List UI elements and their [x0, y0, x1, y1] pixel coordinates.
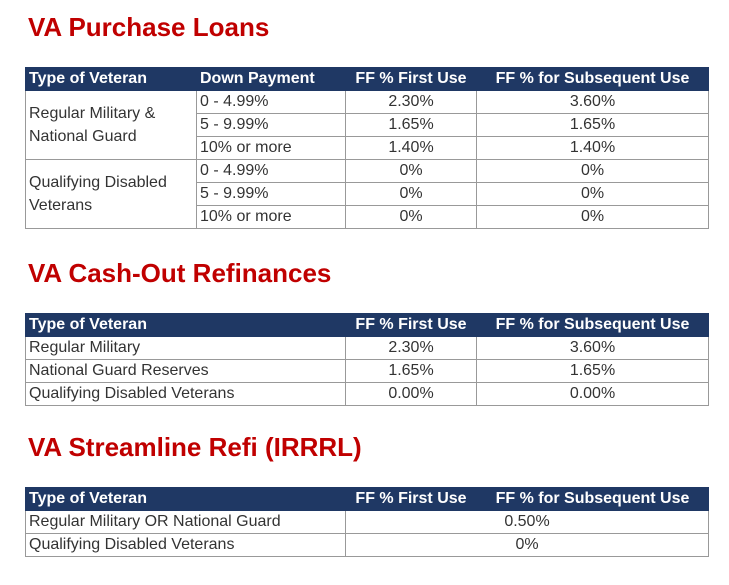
fee-cell: 3.60%	[476, 336, 709, 360]
down-payment-cell: 0 - 4.99%	[196, 90, 346, 114]
veteran-type-cell: Regular Military	[25, 336, 346, 360]
header-row: Type of Veteran FF % First Use FF % for Su…	[25, 487, 709, 511]
header-cell: Type of Veteran	[25, 67, 197, 91]
header-row: Type of Veteran Down Payment FF % First Us…	[25, 67, 709, 91]
fee-cell: 0.00%	[476, 382, 709, 406]
veteran-type-cell: National Guard Reserves	[25, 359, 346, 383]
fee-cell: 0.00%	[345, 382, 477, 406]
header-cell: FF % First Use	[345, 313, 477, 337]
down-payment-cell: 10% or more	[196, 136, 346, 160]
header-cell: Type of Veteran	[25, 487, 346, 511]
fee-cell: 1.65%	[476, 113, 709, 137]
fee-cell: 1.65%	[476, 359, 709, 383]
fee-table: Type of Veteran Down Payment FF % First Us…	[25, 67, 709, 229]
fee-cell: 1.65%	[345, 113, 477, 137]
section-title: VA Purchase Loans	[28, 12, 270, 42]
table-row: Qualifying Disabled Veterans 0 - 4.99% 0% 0…	[25, 159, 709, 229]
section-title: VA Streamline Refi (IRRRL)	[28, 432, 362, 462]
header-cell: FF % for Subsequent Use	[476, 487, 709, 511]
fee-cell: 0%	[345, 205, 477, 229]
table-row: Regular Military & National Guard 0 - 4.9…	[25, 90, 709, 160]
table-row: Regular Military OR National Guard 0.50%	[25, 510, 709, 534]
table-row: Qualifying Disabled Veterans 0%	[25, 533, 709, 557]
fee-cell: 0%	[476, 182, 709, 206]
veteran-type-cell: Regular Military OR National Guard	[25, 510, 346, 534]
section-title: VA Cash-Out Refinances	[28, 258, 332, 288]
fee-cell: 1.40%	[476, 136, 709, 160]
veteran-type-cell: Qualifying Disabled Veterans	[25, 159, 197, 229]
header-cell: Type of Veteran	[25, 313, 346, 337]
fee-cell: 0%	[476, 159, 709, 183]
down-payment-cell: 5 - 9.99%	[196, 113, 346, 137]
table-row: Regular Military 2.30% 3.60%	[25, 336, 709, 360]
fee-table: Type of Veteran FF % First Use FF % for Su…	[25, 487, 709, 557]
fee-cell: 0%	[476, 205, 709, 229]
fee-table: Type of Veteran FF % First Use FF % for Su…	[25, 313, 709, 406]
header-cell: FF % First Use	[345, 67, 477, 91]
veteran-type-cell: Qualifying Disabled Veterans	[25, 382, 346, 406]
down-payment-cell: 0 - 4.99%	[196, 159, 346, 183]
header-cell: Down Payment	[196, 67, 346, 91]
header-row: Type of Veteran FF % First Use FF % for Su…	[25, 313, 709, 337]
table-row: Qualifying Disabled Veterans 0.00% 0.00%	[25, 382, 709, 406]
veteran-type-cell: Qualifying Disabled Veterans	[25, 533, 346, 557]
veteran-type-cell: Regular Military & National Guard	[25, 90, 197, 160]
header-cell: FF % for Subsequent Use	[476, 313, 709, 337]
down-payment-cell: 5 - 9.99%	[196, 182, 346, 206]
down-payment-cell: 10% or more	[196, 205, 346, 229]
table-row: 10% or more 0% 0%	[26, 205, 709, 229]
fee-cell: 0%	[345, 159, 477, 183]
fee-cell: 1.65%	[345, 359, 477, 383]
table-row: National Guard Reserves 1.65% 1.65%	[25, 359, 709, 383]
header-cell: FF % for Subsequent Use	[476, 67, 709, 91]
fee-cell: 3.60%	[476, 90, 709, 114]
header-cell: FF % First Use	[345, 487, 477, 511]
fee-cell: 1.40%	[345, 136, 477, 160]
fee-cell: 0%	[345, 182, 477, 206]
fee-cell: 0%	[345, 533, 709, 557]
fee-cell: 2.30%	[345, 90, 477, 114]
fee-cell: 0.50%	[345, 510, 709, 534]
fee-cell: 2.30%	[345, 336, 477, 360]
